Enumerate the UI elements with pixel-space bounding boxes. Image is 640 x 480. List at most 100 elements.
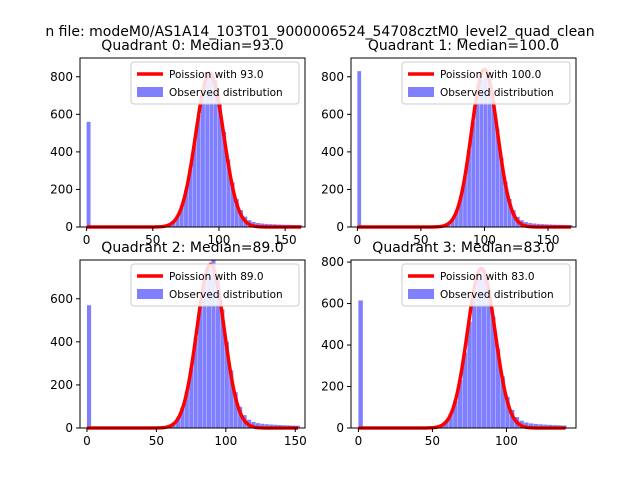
histogram-bar (206, 268, 212, 428)
legend-box (130, 61, 300, 105)
y-tick-label: 800 (321, 70, 344, 84)
histogram-bar (472, 294, 477, 428)
x-tick-label: 100 (473, 233, 496, 247)
legend-label: Observed distribution (169, 289, 283, 301)
histogram-bar (213, 80, 218, 227)
histogram-bar (211, 259, 216, 428)
histogram-bar (454, 209, 459, 227)
histogram-bar (538, 424, 543, 428)
histogram-bar (179, 205, 184, 227)
legend-label: Observed distribution (440, 289, 554, 301)
panel-2: 0 50 100 150 0 200 400 600 Quadrant 2: Median=89… (50, 240, 307, 448)
histogram-bar (226, 159, 231, 227)
histogram-bar (476, 279, 482, 428)
histogram-bar (180, 407, 185, 428)
legend-label: Observed distribution (440, 87, 554, 99)
figure-title: n file: modeM0/AS1A14_103T01_9000006524_… (45, 24, 594, 40)
axes-frame (79, 57, 306, 228)
axes-frame (350, 259, 577, 429)
histogram-bar (175, 417, 180, 428)
histogram-bar (491, 100, 496, 227)
y-tick-label: 200 (50, 378, 73, 392)
x-tick-label: 150 (537, 233, 560, 247)
histogram-bar (255, 423, 260, 428)
histogram-bar (86, 121, 91, 227)
y-tick-label: 400 (50, 145, 73, 159)
y-tick-label: 400 (50, 335, 73, 349)
histogram-bar (222, 132, 227, 227)
legend-box (130, 263, 300, 307)
histogram-bar (459, 196, 463, 227)
histogram-bar (229, 370, 234, 428)
x-tick-label: 100 (495, 434, 518, 448)
legend-label: Poission with 100.0 (440, 69, 541, 81)
histogram-bar (462, 352, 468, 428)
histogram-bar (234, 199, 239, 227)
histogram-bar (457, 380, 463, 428)
y-tick-label: 0 (65, 220, 73, 234)
legend-label: Poission with 83.0 (440, 271, 535, 283)
y-tick-label: 200 (50, 182, 73, 196)
axes-frame (350, 57, 577, 228)
histogram-bar (209, 76, 214, 227)
y-tick-label: 400 (321, 145, 344, 159)
legend-box (401, 263, 571, 307)
histogram-bar (220, 309, 225, 428)
panel-title: Quadrant 3: Median=83.0 (372, 240, 554, 256)
legend-label: Observed distribution (169, 87, 283, 99)
panel-0: 0 50 100 150 0 200 400 600 800 Quadrant 0: Median… (50, 38, 306, 247)
histogram-bar (495, 348, 501, 428)
histogram-bar (533, 423, 539, 428)
histogram-bar (198, 306, 203, 428)
x-tick-label: 100 (208, 233, 231, 247)
panel-title: Quadrant 2: Median=89.0 (101, 240, 283, 256)
histogram-bar (507, 198, 512, 227)
histogram-bar (184, 391, 189, 428)
x-tick-label: 0 (355, 434, 363, 448)
histogram-bar (205, 77, 210, 228)
panel-title: Quadrant 0: Median=93.0 (101, 38, 283, 54)
x-tick-label: 0 (83, 233, 91, 247)
histogram-bar (251, 421, 256, 428)
histogram-bar (230, 182, 235, 227)
histogram-bar (193, 337, 198, 428)
histogram-bar (503, 181, 508, 227)
histogram-bar (200, 91, 205, 227)
histogram-bar (239, 210, 244, 227)
y-tick-label: 600 (50, 107, 73, 121)
histogram-bar (528, 423, 534, 428)
y-tick-label: 0 (336, 421, 344, 435)
panel-title: Quadrant 1: Median=100.0 (368, 38, 559, 54)
y-tick-label: 0 (65, 421, 73, 435)
histogram-bar (217, 103, 222, 227)
histogram-bar (264, 424, 269, 428)
y-tick-label: 400 (321, 338, 344, 352)
y-tick-label: 200 (321, 380, 344, 394)
histogram-bar (175, 215, 180, 227)
x-tick-label: 50 (149, 434, 164, 448)
histogram-bar (479, 79, 484, 227)
histogram-bar (505, 396, 510, 428)
y-tick-label: 600 (321, 107, 344, 121)
x-tick-label: 50 (425, 434, 440, 448)
histogram-bar (202, 281, 207, 428)
histogram-bar (524, 422, 529, 428)
histogram-bar (196, 115, 201, 227)
histogram-bar (467, 321, 472, 428)
histogram-bar (260, 423, 265, 428)
histogram-bar (511, 210, 516, 227)
x-tick-label: 100 (214, 434, 237, 448)
x-tick-label: 0 (83, 434, 91, 448)
histogram-bar (192, 142, 197, 227)
histogram-bar (238, 406, 243, 428)
histogram-bar (500, 376, 505, 428)
histogram-bar (224, 341, 229, 428)
histogram-bar (215, 279, 220, 428)
histogram-bar (471, 122, 476, 227)
panel-3: 0 50 100 0 200 400 600 800 Quadrant 3: Median=83… (321, 240, 577, 448)
legend-bar-swatch (137, 289, 163, 299)
panel-1: 0 50 100 150 0 200 400 600 800 Quadrant 1: Median… (321, 38, 577, 247)
histogram-bar (483, 76, 488, 227)
y-tick-label: 0 (336, 220, 344, 234)
